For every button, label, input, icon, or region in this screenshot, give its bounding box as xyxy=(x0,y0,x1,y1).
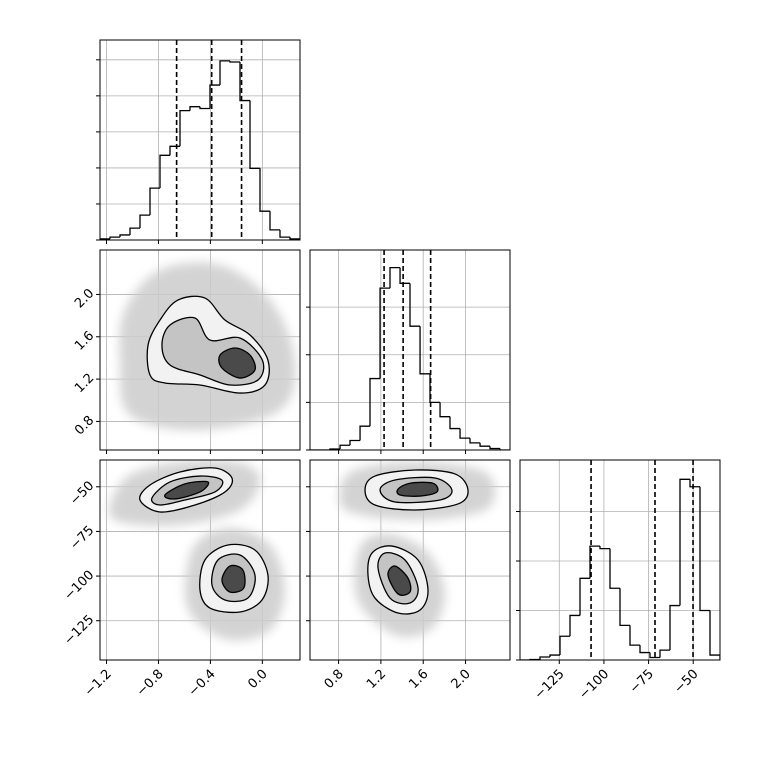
contour xyxy=(222,565,245,592)
